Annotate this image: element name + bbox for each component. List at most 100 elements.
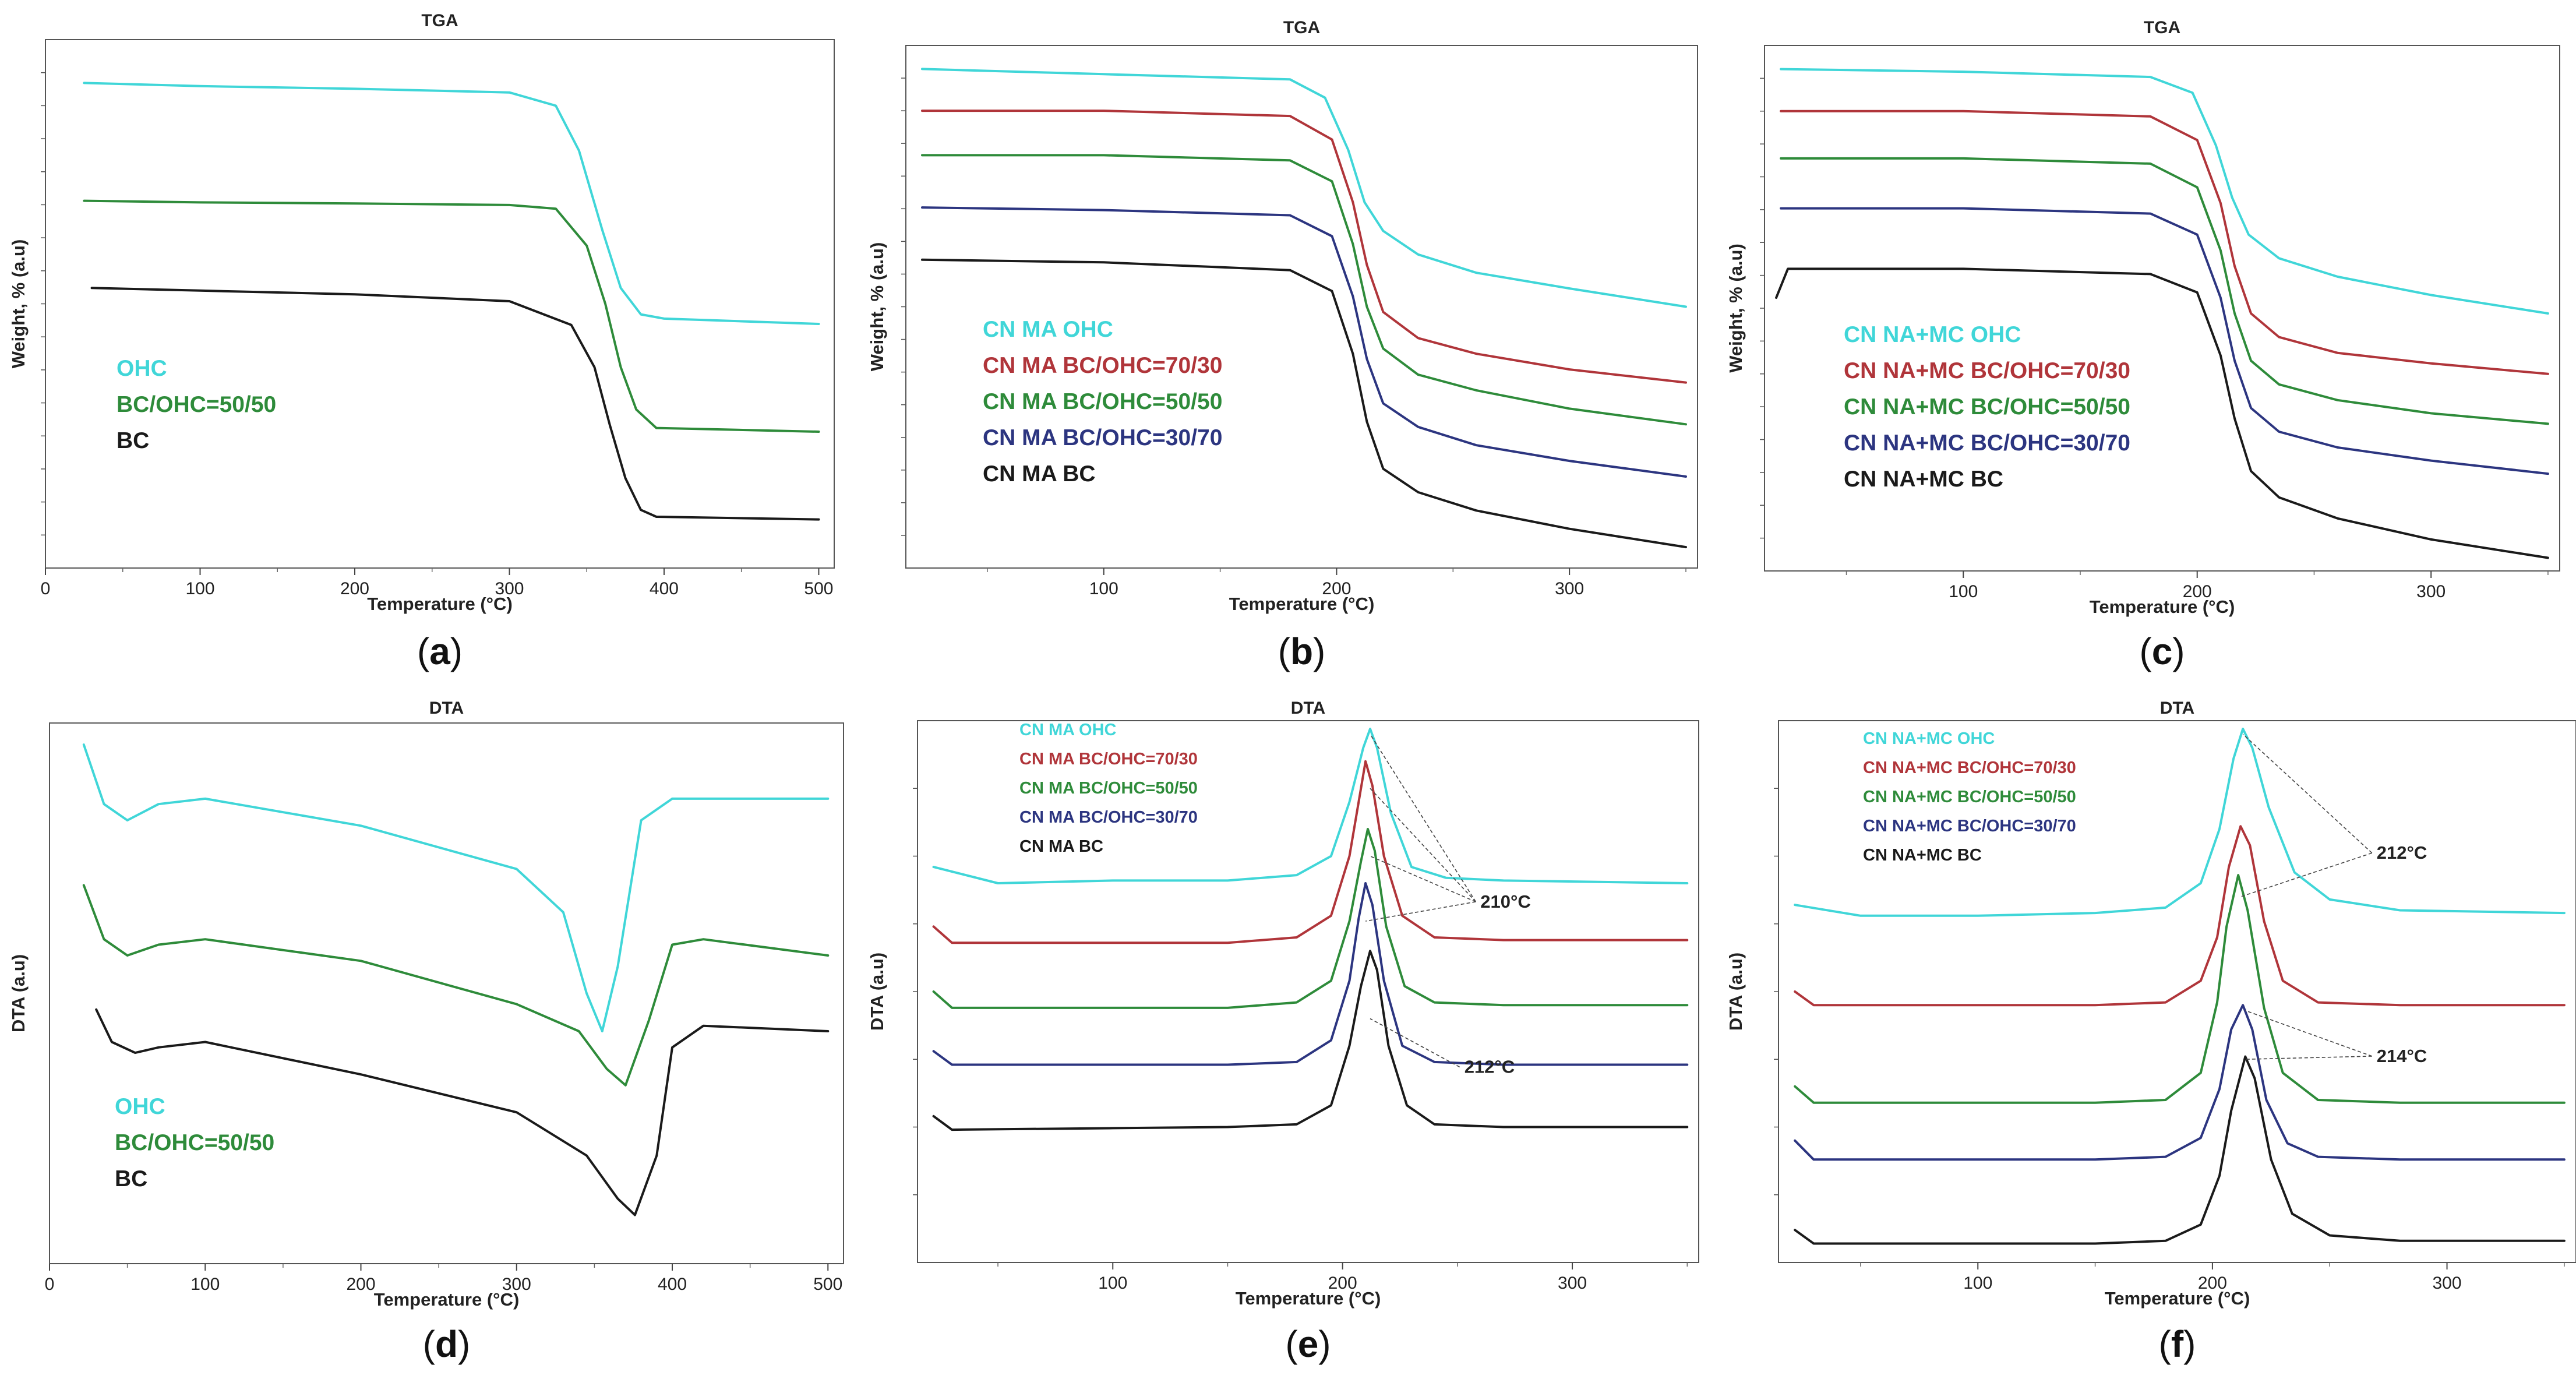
plot-frame (917, 720, 1699, 1263)
x-tick-label: 0 (41, 579, 51, 598)
panel-caption: (b) (1278, 630, 1326, 672)
legend-entry: BC (115, 1166, 147, 1191)
series-line-bc (90, 287, 820, 521)
legend-entry: OHC (117, 356, 167, 381)
x-axis-label: Temperature (°C) (1236, 1288, 1381, 1309)
chart-title: TGA (421, 11, 458, 30)
annotation-leader (2245, 1010, 2373, 1057)
series-line-cn-ma-bc-ohc-30-70 (921, 206, 1687, 478)
y-axis-label: Weight, % (a.u) (867, 242, 887, 372)
panel-letter: d (435, 1323, 458, 1365)
series-line-cn-na-mc-bc-ohc-30-70 (1794, 1004, 2566, 1161)
legend-entry: BC (117, 428, 149, 453)
x-tick-label: 300 (2416, 582, 2446, 601)
x-tick-label: 200 (1328, 1274, 1357, 1293)
series-line-cn-ma-bc-ohc-30-70 (932, 882, 1689, 1066)
series-line-cn-ma-bc-ohc-50-50 (932, 828, 1689, 1009)
x-axis-label: Temperature (°C) (367, 594, 513, 614)
x-tick-label: 300 (2433, 1274, 2462, 1293)
legend-entry: BC/OHC=50/50 (115, 1130, 274, 1155)
plot-frame (1764, 45, 2560, 572)
x-tick-label: 100 (1098, 1274, 1127, 1293)
legend-entry: CN NA+MC BC/OHC=50/50 (1844, 394, 2130, 419)
series-line-cn-na-mc-bc-ohc-70-30 (1794, 825, 2566, 1007)
legend-entry: CN MA BC (983, 461, 1096, 486)
annotation-leader (2245, 1056, 2372, 1060)
panel-d: DTA 0 100 200 300 400 500 Temperature (°C) DTA (… (8, 699, 844, 1365)
legend-entry: CN MA OHC (1019, 721, 1117, 739)
panel-f: DTA 100 200 300 Temperature (°C) DTA (a.u) CN … (1725, 699, 2576, 1365)
annotation-leader (2242, 733, 2373, 854)
x-tick-label: 400 (650, 579, 679, 598)
series-line-cn-na-mc-bc-ohc-70-30 (1780, 110, 2549, 375)
x-tick-label: 100 (185, 579, 214, 598)
panel-letter: c (2152, 630, 2173, 672)
x-tick-label: 200 (2198, 1274, 2227, 1293)
legend-entry: CN NA+MC OHC (1844, 322, 2021, 347)
y-axis-label: DTA (a.u) (1725, 953, 1746, 1031)
series-line-cn-ma-bc-ohc-50-50 (921, 154, 1687, 426)
series-line-cn-na-mc-bc-ohc-50-50 (1780, 157, 2549, 425)
legend-entry: CN NA+MC BC (1863, 846, 1982, 865)
annotation-label: 212°C (1465, 1057, 1515, 1077)
x-tick-label: 100 (1949, 582, 1978, 601)
legend-entry: CN NA+MC BC/OHC=70/30 (1863, 759, 2076, 777)
legend-entry: OHC (115, 1094, 165, 1119)
panel-letter: b (1290, 630, 1313, 672)
legend-entry: CN NA+MC BC/OHC=50/50 (1863, 788, 2076, 806)
legend-entry: CN NA+MC BC/OHC=30/70 (1863, 817, 2076, 835)
legend-entry: CN MA BC/OHC=50/50 (1019, 779, 1198, 798)
x-tick-label: 200 (346, 1275, 375, 1294)
x-tick-label: 300 (495, 579, 524, 598)
x-tick-label: 200 (1322, 579, 1351, 598)
series-line-cn-ma-bc (921, 258, 1687, 549)
panel-e: DTA 100 200 300 Temperature (°C) DTA (a.u) CN … (867, 699, 1699, 1365)
series-line-ohc (82, 743, 830, 1032)
x-tick-label: 200 (2183, 582, 2212, 601)
legend-entry: CN MA BC/OHC=50/50 (983, 389, 1222, 414)
series-line-cn-ma-bc-ohc-70-30 (932, 760, 1689, 944)
y-axis-label: DTA (a.u) (8, 954, 29, 1032)
x-tick-label: 100 (1963, 1274, 1992, 1293)
panel-a: TGA 0 100 200 300 400 500 Temperature (°C) Weigh… (8, 11, 835, 672)
annotation-leader (1370, 733, 1476, 902)
annotation-leader (1370, 1018, 1460, 1068)
panel-caption: (f) (2159, 1323, 2196, 1365)
x-axis-label: Temperature (°C) (374, 1289, 520, 1310)
plot-frame (45, 39, 835, 569)
legend-entry: CN MA OHC (983, 317, 1113, 342)
legend-entry: CN MA BC (1019, 837, 1103, 856)
x-tick-label: 500 (813, 1275, 842, 1294)
panel-caption: (c) (2139, 630, 2185, 672)
series-line-cn-ma-ohc (932, 728, 1689, 884)
panel-b: TGA 100 200 300 Temperature (°C) Weight, % (a… (867, 18, 1698, 672)
series-line-cn-ma-bc (932, 950, 1689, 1131)
legend-entry: CN NA+MC BC/OHC=30/70 (1844, 431, 2130, 456)
x-tick-label: 300 (1558, 1274, 1587, 1293)
y-axis-label: DTA (a.u) (867, 953, 887, 1031)
legend-entry: CN MA BC/OHC=70/30 (983, 353, 1222, 378)
legend-entry: BC/OHC=50/50 (117, 392, 276, 417)
y-axis-label: Weight, % (a.u) (8, 239, 29, 369)
chart-title: DTA (2160, 699, 2194, 718)
annotation-leader (1370, 788, 1476, 902)
legend-entry: CN MA BC/OHC=30/70 (1019, 808, 1198, 827)
x-tick-label: 300 (1555, 579, 1584, 598)
chart-title: DTA (429, 699, 464, 718)
series-line-bc (95, 1008, 830, 1216)
annotation-leader (2240, 852, 2373, 898)
series-line-cn-na-mc-ohc (1780, 68, 2549, 315)
annotation-leader (1365, 901, 1476, 922)
panel-caption: (e) (1285, 1323, 1331, 1365)
series-line-cn-na-mc-bc (1775, 267, 2549, 559)
panel-c: TGA 100 200 300 Temperature (°C) Weight, % (a… (1725, 18, 2560, 672)
series-line-cn-na-mc-bc-ohc-30-70 (1780, 207, 2549, 475)
x-axis-label: Temperature (°C) (2090, 597, 2235, 617)
x-tick-label: 100 (190, 1275, 220, 1294)
x-tick-label: 100 (1089, 579, 1118, 598)
series-line-cn-ma-bc-ohc-70-30 (921, 110, 1687, 384)
x-tick-label: 500 (804, 579, 833, 598)
annotation-leader (1370, 855, 1476, 902)
series-line-ohc (83, 82, 820, 325)
